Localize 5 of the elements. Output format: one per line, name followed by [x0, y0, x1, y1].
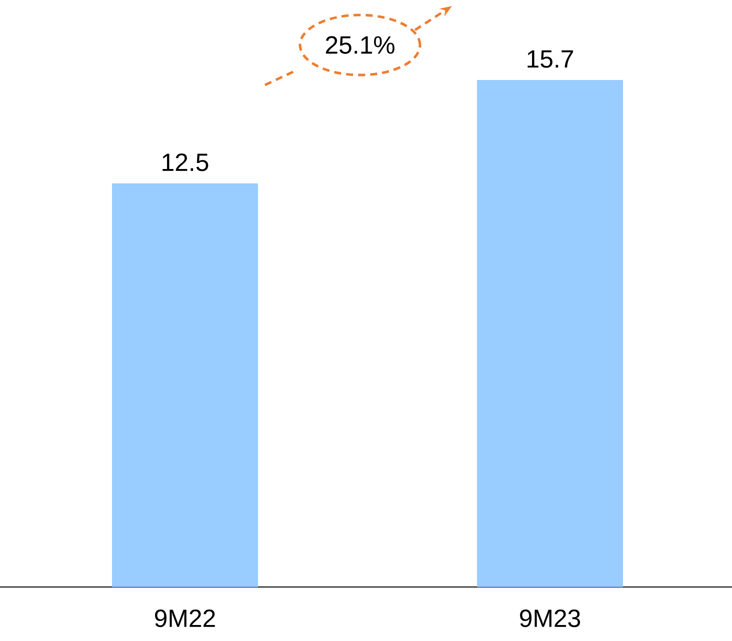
data-label: 12.5 — [162, 154, 208, 172]
data-label: 15.7 — [528, 50, 573, 68]
x-tick-label: 9M22 — [155, 610, 215, 628]
x-tick-label: 9M23 — [520, 610, 580, 628]
text: 25.1% — [326, 36, 394, 54]
